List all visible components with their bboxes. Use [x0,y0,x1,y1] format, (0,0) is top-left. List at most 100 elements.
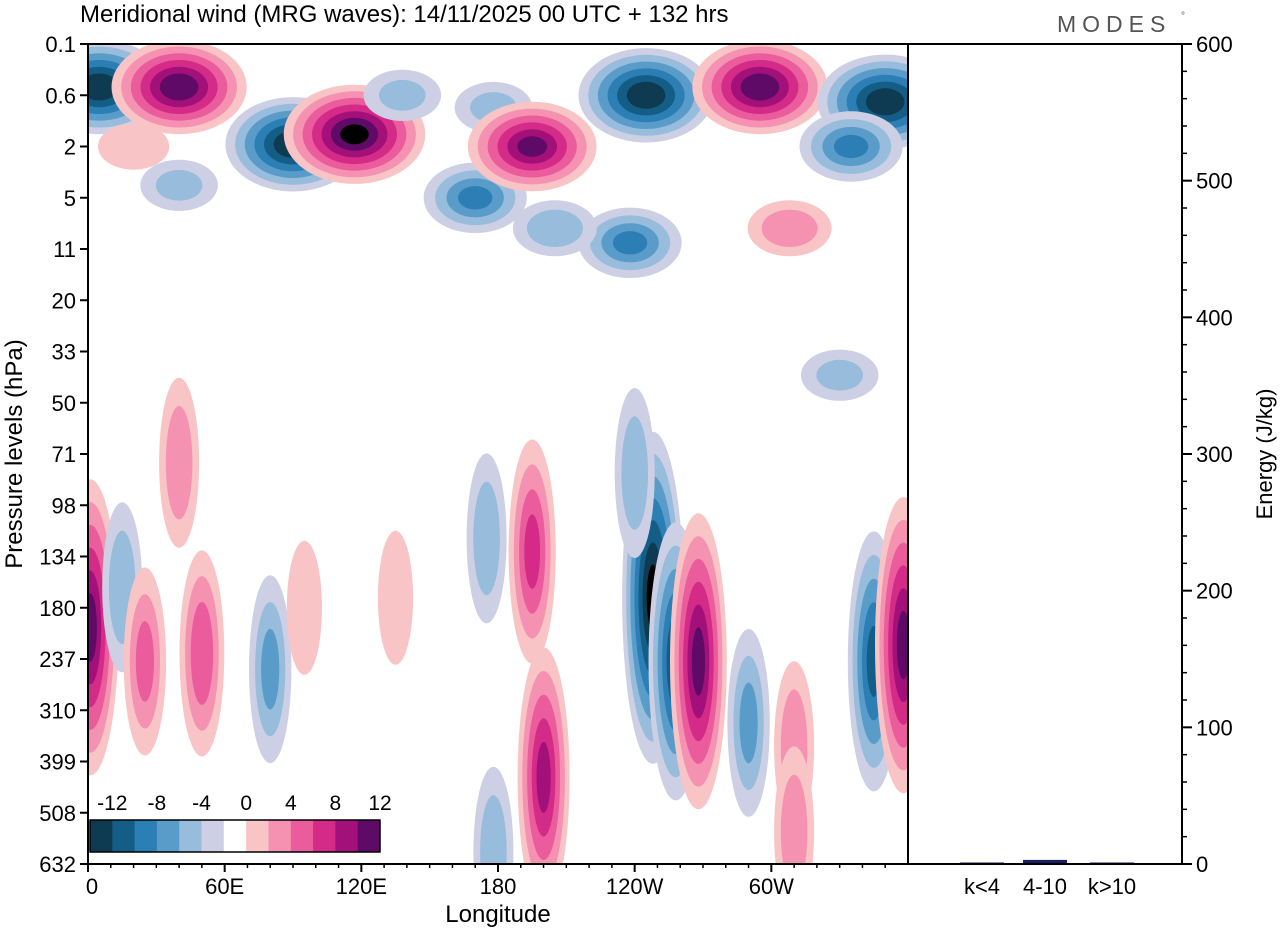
x-tick-label: 0 [86,874,98,899]
y-tick-label: 98 [52,493,76,518]
energy-category-label: k<4 [964,874,1000,899]
contour-feature [159,73,199,101]
brand-logo: MODES ° [1057,11,1191,37]
main-axes: 0.1 0.6 2 5 11 20 33 50 71 98 134 180 237 310 399 508 63… [39,32,886,899]
y-tick-label: 0.6 [45,83,76,108]
contour-feature [896,610,908,680]
contour-feature [517,136,548,157]
colorbar-tick-label: 0 [240,792,252,815]
contour-feature [761,209,818,247]
y-tick-label: 310 [39,698,76,723]
y-tick-label: 71 [52,442,76,467]
contour-feature [740,73,780,101]
contour-feature [286,540,322,675]
brand-mark: ° [1181,11,1191,22]
contour-feature [379,79,426,111]
energy-plot-frame [907,43,1183,865]
contour-field [88,44,908,864]
colorbar-swatch [179,820,202,852]
contour-feature [340,124,369,145]
contour-feature [780,774,808,864]
contour-feature [473,481,500,596]
contour-feature [261,628,280,710]
y-tick-label: 11 [53,237,76,262]
contour-feature [626,81,666,109]
x-axis-label: Longitude [445,901,550,928]
y-tick-label: 20 [52,288,76,313]
contour-feature [98,123,170,170]
contour-feature [526,209,583,247]
colorbar-tick-label: -12 [97,792,127,815]
contour-feature [739,682,758,764]
contour-feature [691,627,706,696]
colorbar-swatch [223,820,247,852]
contour-feature [816,359,863,391]
colorbar-tick-label: 12 [368,792,391,815]
y-axis-label: Pressure levels (hPa) [1,339,28,568]
colorbar-swatch [246,820,269,852]
contour-feature [621,416,648,530]
energy-tick-label: 400 [1196,305,1233,330]
colorbar-swatch [156,820,180,852]
colorbar-tick-label: -4 [192,792,211,815]
y-tick-label: 2 [64,135,76,160]
contour-feature [88,593,97,662]
contour-feature [190,601,214,705]
colorbar-swatch [335,820,359,852]
colorbar-frame [89,819,381,853]
colorbar-tick-label: 8 [330,792,342,815]
contour-feature [377,530,414,665]
y-tick-label: 0.1 [45,32,76,57]
energy-bar-chart: 0 100 200 300 400 500 600 k<4 4-10 k>10 [960,32,1233,899]
brand-name: MODES [1057,11,1171,37]
x-tick-label: 60W [749,874,794,899]
contour-feature [536,741,551,813]
y-tick-label: 237 [39,647,76,672]
x-tick-label: 120E [336,874,387,899]
contour-feature [833,134,869,159]
contour-feature [524,514,541,589]
energy-tick-label: 0 [1196,852,1208,877]
energy-bar [1023,859,1067,864]
y-tick-label: 399 [39,750,76,775]
contour-feature [458,186,493,210]
colorbar-tick-label: 4 [285,792,297,815]
contour-feature [865,88,905,116]
y-tick-label: 33 [52,340,76,365]
contour-feature [135,621,154,702]
colorbar-swatch [134,820,158,852]
contour-feature [88,73,119,101]
colorbar-swatch [357,820,381,852]
energy-category-label: k>10 [1088,874,1136,899]
colorbar-swatch [201,820,225,852]
colorbar-swatch [112,820,135,852]
energy-category-label: 4-10 [1023,874,1067,899]
energy-tick-label: 300 [1196,442,1233,467]
colorbar-swatch [268,820,292,852]
y-tick-label: 50 [52,391,76,416]
x-tick-label: 180 [480,874,517,899]
contour-feature [612,231,648,255]
y-tick-label: 5 [64,186,76,211]
energy-axis-label: Energy (J/kg) [1252,389,1277,520]
energy-tick-label: 200 [1196,579,1233,604]
y-tick-label: 180 [39,596,76,621]
x-tick-label: 120W [606,874,664,899]
energy-tick-label: 600 [1196,32,1233,57]
colorbar: -12 -8 -4 0 4 8 12 [86,786,392,858]
chart-title: Meridional wind (MRG waves): 14/11/2025 … [80,1,729,28]
x-tick-label: 60E [205,874,244,899]
energy-tick-label: 100 [1196,715,1233,740]
y-tick-label: 632 [39,852,76,877]
colorbar-swatch [290,820,314,852]
energy-tick-label: 500 [1196,169,1233,194]
contour-feature [165,406,193,520]
contour-feature [155,169,203,201]
y-tick-label: 134 [39,545,76,570]
colorbar-swatch [90,820,113,852]
contour-feature [480,795,507,864]
colorbar-swatch [313,820,336,852]
colorbar-tick-label: -8 [148,792,167,815]
y-tick-label: 508 [39,801,76,826]
